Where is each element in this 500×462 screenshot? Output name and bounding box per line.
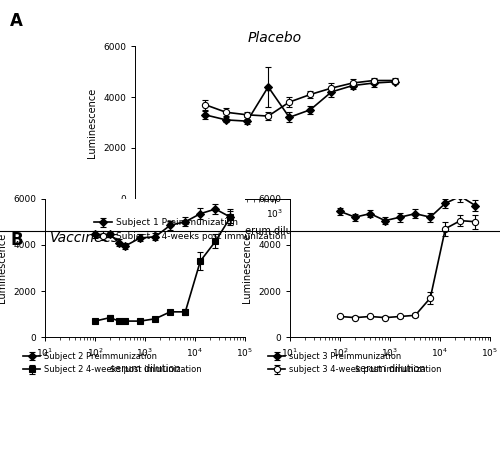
Text: Vaccinees: Vaccinees: [50, 231, 119, 245]
X-axis label: serum dilution: serum dilution: [240, 225, 310, 236]
Legend: Subject 1 Preimmunization, Subject 1 4-weeks post immunization: Subject 1 Preimmunization, Subject 1 4-w…: [90, 215, 290, 244]
Legend: subject 3 Preimmunization, subject 3 4-week post immunization: subject 3 Preimmunization, subject 3 4-w…: [265, 349, 445, 377]
Y-axis label: Luminescence: Luminescence: [88, 87, 98, 158]
Title: Placebo: Placebo: [248, 31, 302, 45]
Y-axis label: Luminescence: Luminescence: [242, 233, 252, 303]
X-axis label: serum dilution: serum dilution: [110, 364, 180, 374]
Text: A: A: [10, 12, 23, 30]
X-axis label: serum dilution: serum dilution: [354, 364, 426, 374]
Legend: Subject 2 Preimmunization, Subject 2 4-weeks post immunization: Subject 2 Preimmunization, Subject 2 4-w…: [20, 349, 205, 377]
Y-axis label: Luminescence: Luminescence: [0, 233, 8, 303]
Text: B: B: [10, 231, 22, 249]
